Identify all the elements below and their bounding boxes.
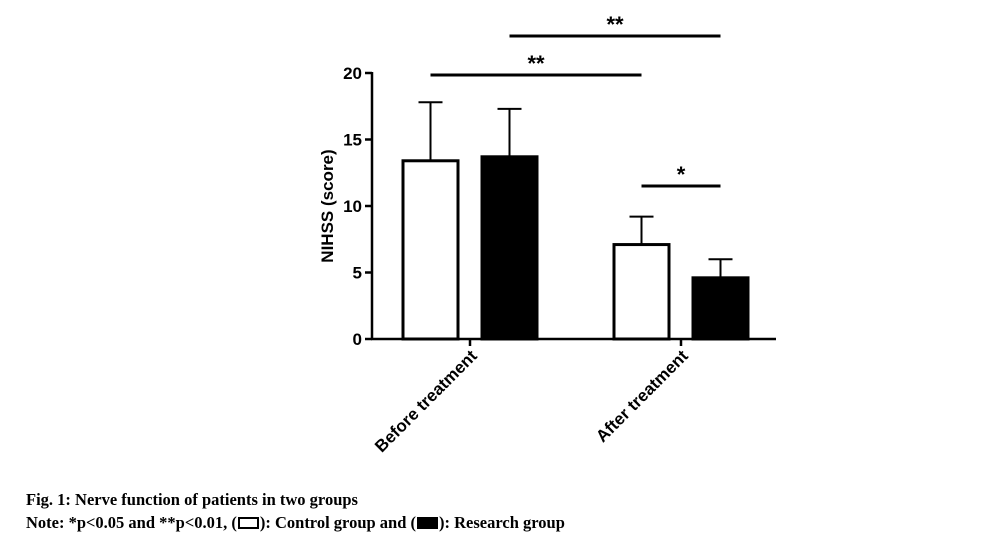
significance-label-2: * xyxy=(677,162,686,187)
y-tick-label-20: 20 xyxy=(343,64,362,83)
bar-1-0 xyxy=(612,243,671,341)
bar-chart: 0 5 10 15 20 NIHSS (score) Before treatment Aft… xyxy=(318,12,776,456)
significance-label-1: ** xyxy=(606,12,624,37)
note-prefix: Note: *p<0.05 and **p<0.01, ( xyxy=(26,513,237,532)
note-control: ): Control group and ( xyxy=(259,513,417,532)
x-tick-label-0: Before treatment xyxy=(371,346,481,456)
research-legend-swatch xyxy=(417,517,439,530)
note-research: ): Research group xyxy=(439,513,565,532)
caption-title: Fig. 1: Nerve function of patients in tw… xyxy=(26,490,358,509)
y-tick-label-10: 10 xyxy=(343,197,362,216)
figure-caption: Fig. 1: Nerve function of patients in tw… xyxy=(26,488,565,534)
bar-1-1 xyxy=(691,276,750,341)
bar-0-1 xyxy=(480,155,539,341)
x-tick-label-1: After treatment xyxy=(592,346,692,446)
significance-label-0: ** xyxy=(527,51,545,76)
control-legend-swatch xyxy=(237,517,259,530)
caption-note: Note: *p<0.05 and **p<0.01, ( ): Control … xyxy=(26,511,565,534)
y-tick-label-15: 15 xyxy=(343,131,362,150)
y-axis-label: NIHSS (score) xyxy=(318,149,337,262)
bar-0-0 xyxy=(401,159,460,341)
y-tick-label-0: 0 xyxy=(353,330,362,349)
y-tick-label-5: 5 xyxy=(353,264,362,283)
